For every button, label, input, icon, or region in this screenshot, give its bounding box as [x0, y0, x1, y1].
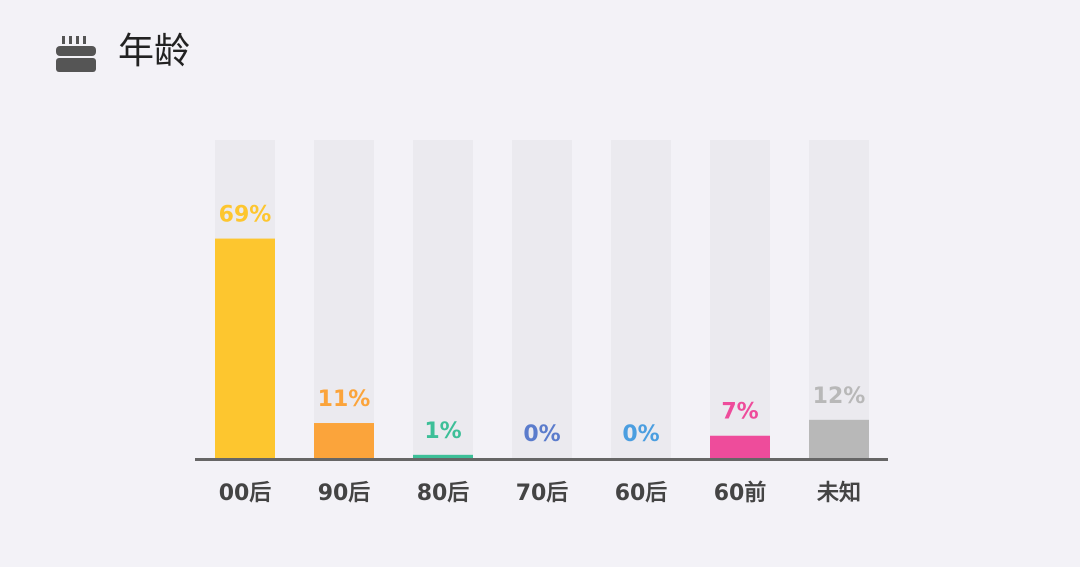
value-label: 12%	[813, 384, 866, 409]
value-label: 1%	[424, 419, 461, 444]
bar	[710, 435, 770, 458]
value-label: 0%	[523, 422, 560, 447]
x-tick-label: 70后	[516, 481, 569, 506]
cake-icon	[56, 36, 96, 72]
x-tick-label: 60后	[615, 481, 668, 506]
x-tick-label: 00后	[219, 481, 272, 506]
bar	[413, 454, 473, 458]
bar-track	[710, 140, 770, 458]
x-tick-label: 90后	[318, 481, 371, 506]
value-label: 11%	[318, 387, 371, 412]
bar-track	[314, 140, 374, 458]
bar-track	[611, 140, 671, 458]
x-tick-label: 未知	[817, 480, 861, 506]
value-label: 0%	[622, 422, 659, 447]
bar	[215, 238, 275, 458]
bar-track	[809, 140, 869, 458]
value-label: 7%	[721, 400, 758, 425]
value-label: 69%	[219, 203, 272, 228]
bar-track	[512, 140, 572, 458]
chart-title: 年龄	[118, 31, 190, 72]
bar-track	[413, 140, 473, 458]
bar	[314, 423, 374, 458]
x-tick-label: 80后	[417, 481, 470, 506]
x-tick-label: 60前	[714, 480, 767, 506]
bar	[809, 419, 869, 458]
